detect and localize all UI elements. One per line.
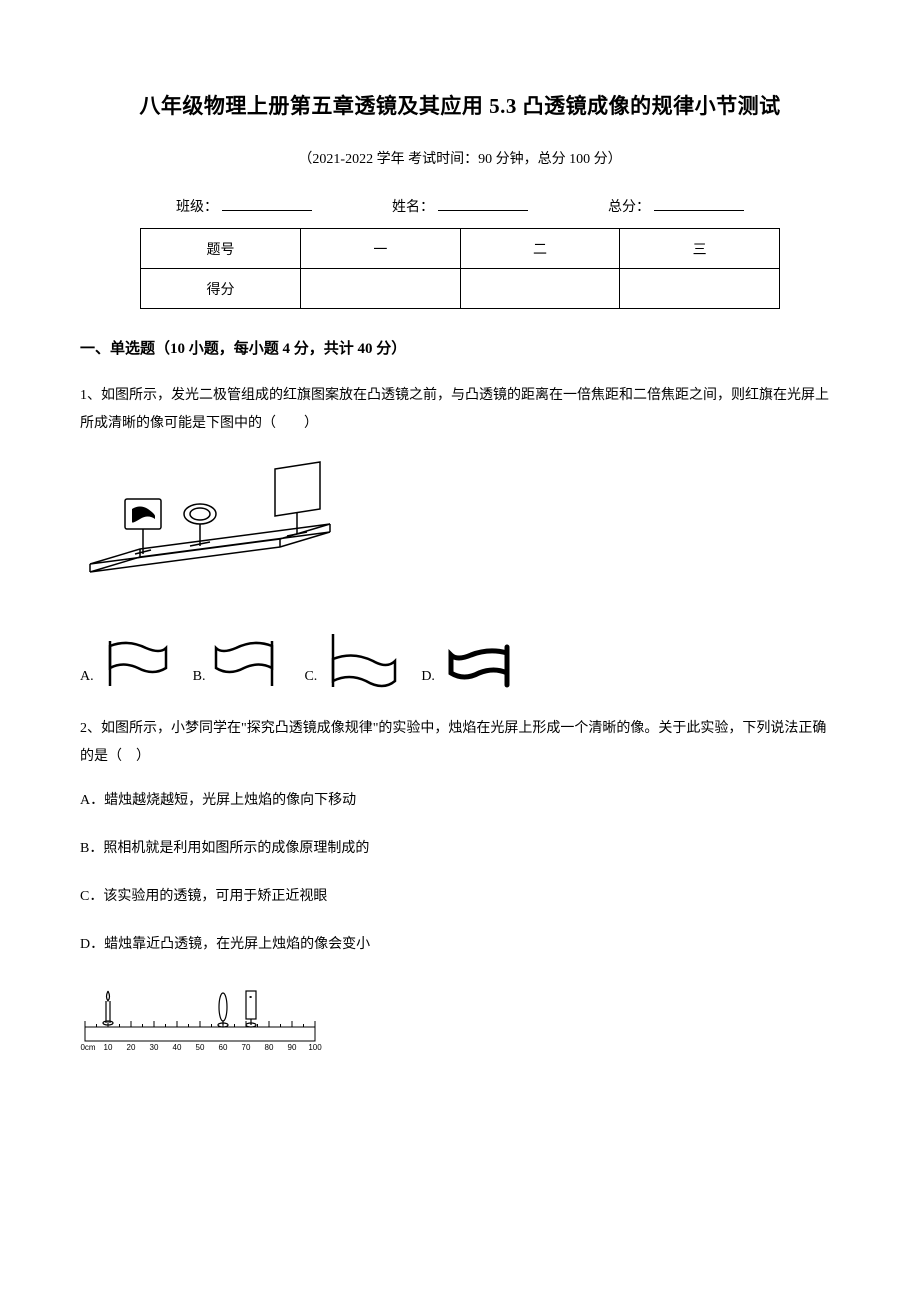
col-header: 二 bbox=[460, 229, 620, 269]
candle-icon bbox=[103, 991, 113, 1025]
row-header: 题号 bbox=[141, 229, 301, 269]
option-c: C. bbox=[304, 629, 401, 691]
total-field: 总分： bbox=[608, 196, 744, 216]
score-cell bbox=[620, 269, 780, 309]
class-label: 班级： bbox=[176, 196, 218, 216]
ruler-label: 40 bbox=[173, 1043, 182, 1052]
page-title: 八年级物理上册第五章透镜及其应用 5.3 凸透镜成像的规律小节测试 bbox=[80, 90, 840, 120]
ruler-label: 0cm bbox=[80, 1043, 95, 1052]
score-cell bbox=[301, 269, 461, 309]
lens-icon bbox=[218, 993, 228, 1027]
col-header: 三 bbox=[620, 229, 780, 269]
question-text: 1、如图所示，发光二极管组成的红旗图案放在凸透镜之前，与凸透镜的距离在一倍焦距和… bbox=[80, 382, 840, 438]
name-label: 姓名： bbox=[392, 196, 434, 216]
col-header: 一 bbox=[301, 229, 461, 269]
screen-icon bbox=[246, 991, 256, 1027]
bench-illustration bbox=[80, 454, 340, 594]
flag-icon-a bbox=[98, 636, 173, 691]
ruler-label: 80 bbox=[265, 1043, 274, 1052]
option-label: B. bbox=[193, 663, 206, 691]
option-a: A. bbox=[80, 636, 173, 691]
ruler-label: 70 bbox=[242, 1043, 251, 1052]
question-2: 2、如图所示，小梦同学在"探究凸透镜成像规律"的实验中，烛焰在光屏上形成一个清晰… bbox=[80, 715, 840, 1065]
option-d: D. bbox=[421, 641, 519, 691]
option-b: B. bbox=[193, 636, 285, 691]
total-blank bbox=[654, 210, 744, 211]
name-field: 姓名： bbox=[392, 196, 528, 216]
row-header: 得分 bbox=[141, 269, 301, 309]
flag-icon-d bbox=[439, 641, 519, 691]
optical-ruler-illustration: 0cm 10 20 30 40 50 60 70 80 90 100 bbox=[80, 979, 330, 1054]
student-info-row: 班级： 姓名： 总分： bbox=[80, 196, 840, 216]
ruler-label: 10 bbox=[104, 1043, 113, 1052]
options-row: A. B. C. bbox=[80, 629, 840, 691]
exam-subtitle: （2021-2022 学年 考试时间：90 分钟，总分 100 分） bbox=[80, 148, 840, 168]
ruler-label: 90 bbox=[288, 1043, 297, 1052]
score-table: 题号 一 二 三 得分 bbox=[140, 228, 780, 309]
option-c: C．该实验用的透镜，可用于矫正近视眼 bbox=[80, 883, 840, 911]
score-cell bbox=[460, 269, 620, 309]
option-label: A. bbox=[80, 663, 94, 691]
option-label: C. bbox=[304, 663, 317, 691]
table-row: 题号 一 二 三 bbox=[141, 229, 780, 269]
optical-bench-diagram bbox=[80, 454, 840, 605]
question-text: 2、如图所示，小梦同学在"探究凸透镜成像规律"的实验中，烛焰在光屏上形成一个清晰… bbox=[80, 715, 840, 771]
ruler-label: 100 bbox=[308, 1043, 322, 1052]
option-label: D. bbox=[421, 663, 435, 691]
option-b: B．照相机就是利用如图所示的成像原理制成的 bbox=[80, 835, 840, 863]
ruler-label: 30 bbox=[150, 1043, 159, 1052]
flag-icon-b bbox=[209, 636, 284, 691]
ruler-label: 20 bbox=[127, 1043, 136, 1052]
class-blank bbox=[222, 210, 312, 211]
flag-icon-c bbox=[321, 629, 401, 691]
section-heading: 一、单选题（10 小题，每小题 4 分，共计 40 分） bbox=[80, 337, 840, 358]
question-1: 1、如图所示，发光二极管组成的红旗图案放在凸透镜之前，与凸透镜的距离在一倍焦距和… bbox=[80, 382, 840, 691]
table-row: 得分 bbox=[141, 269, 780, 309]
ruler-diagram: 0cm 10 20 30 40 50 60 70 80 90 100 bbox=[80, 979, 840, 1065]
name-blank bbox=[438, 210, 528, 211]
ruler-label: 60 bbox=[219, 1043, 228, 1052]
class-field: 班级： bbox=[176, 196, 312, 216]
option-a: A．蜡烛越烧越短，光屏上烛焰的像向下移动 bbox=[80, 787, 840, 815]
total-label: 总分： bbox=[608, 196, 650, 216]
ruler-label: 50 bbox=[196, 1043, 205, 1052]
answer-list: A．蜡烛越烧越短，光屏上烛焰的像向下移动 B．照相机就是利用如图所示的成像原理制… bbox=[80, 787, 840, 959]
option-d: D．蜡烛靠近凸透镜，在光屏上烛焰的像会变小 bbox=[80, 931, 840, 959]
